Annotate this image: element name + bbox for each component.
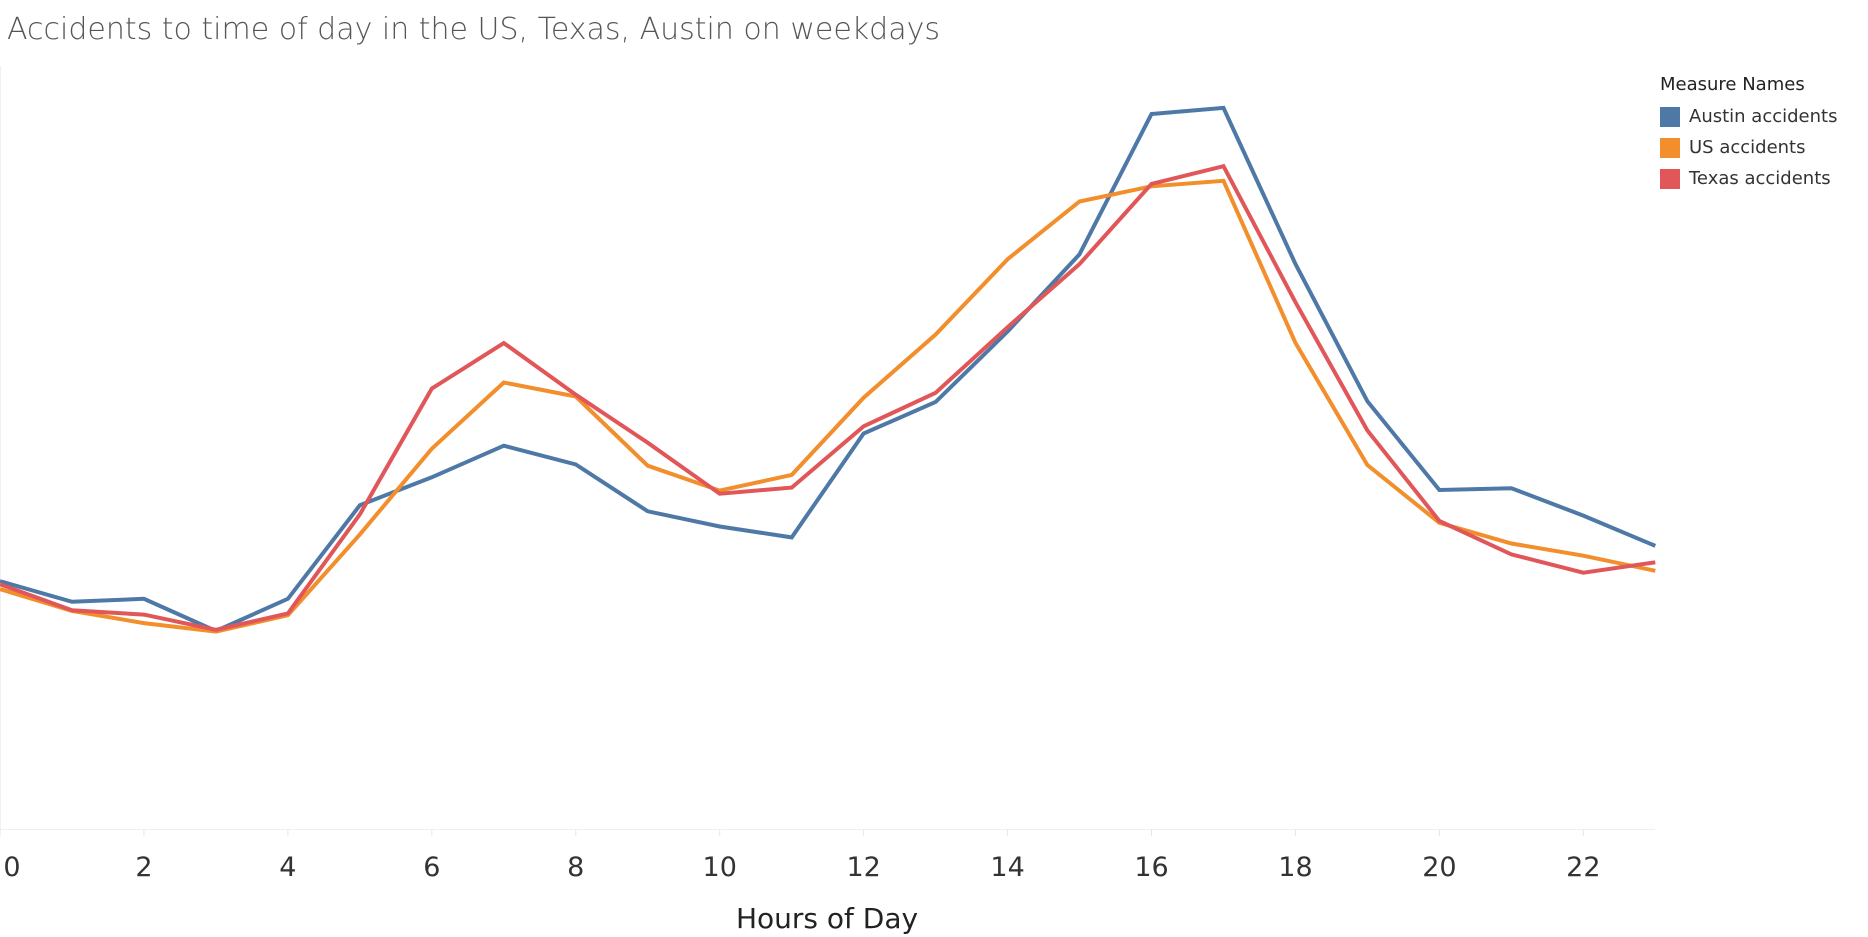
data-point[interactable] <box>354 528 366 540</box>
legend-item[interactable]: Texas accidents <box>1660 163 1860 194</box>
legend-title: Measure Names <box>1660 74 1805 95</box>
data-point[interactable] <box>1002 253 1014 265</box>
data-point[interactable] <box>210 624 222 636</box>
data-point[interactable] <box>642 437 654 449</box>
x-tick-label: 16 <box>1134 852 1168 883</box>
line-chart: 0 2 4 6 8 10 12 14 16 18 20 22 Hours of Day <box>0 66 1660 935</box>
data-point[interactable] <box>1505 548 1517 560</box>
data-point[interactable] <box>1577 550 1589 562</box>
series-lines <box>0 102 1660 636</box>
legend-items: Austin accidents US accidents Texas accide… <box>1660 101 1860 194</box>
x-tick-label: 22 <box>1566 852 1600 883</box>
data-point[interactable] <box>1074 196 1086 208</box>
x-tick-label: 10 <box>703 852 737 883</box>
plot-area <box>0 66 1655 830</box>
x-tick-label: 0 <box>3 852 20 883</box>
data-point[interactable] <box>498 377 510 389</box>
data-point[interactable] <box>354 508 366 520</box>
data-point[interactable] <box>282 607 294 619</box>
data-point[interactable] <box>786 482 798 494</box>
data-point[interactable] <box>1218 160 1230 172</box>
data-point[interactable] <box>642 505 654 517</box>
data-point[interactable] <box>1433 515 1445 527</box>
legend-label: Texas accidents <box>1689 168 1831 189</box>
series-line-us-accidents[interactable] <box>0 178 1656 634</box>
data-point[interactable] <box>1505 538 1517 550</box>
data-point[interactable] <box>1218 102 1230 114</box>
data-point[interactable] <box>426 443 438 455</box>
data-point[interactable] <box>498 440 510 452</box>
legend-swatch <box>1660 168 1680 189</box>
data-point[interactable] <box>1505 482 1517 494</box>
data-point[interactable] <box>282 593 294 605</box>
data-point[interactable] <box>66 604 78 616</box>
data-point[interactable] <box>426 471 438 483</box>
legend-item[interactable]: US accidents <box>1660 132 1860 163</box>
data-point[interactable] <box>786 469 798 481</box>
x-tick-label: 2 <box>135 852 152 883</box>
x-axis-ticks: 0 2 4 6 8 10 12 14 16 18 20 22 <box>0 830 1601 883</box>
data-point[interactable] <box>1361 425 1373 437</box>
data-point[interactable] <box>138 609 150 621</box>
series-line-austin-accidents[interactable] <box>0 105 1657 634</box>
data-point[interactable] <box>570 459 582 471</box>
data-point[interactable] <box>714 488 726 500</box>
x-axis-title: Hours of Day <box>736 902 918 935</box>
data-point[interactable] <box>1361 459 1373 471</box>
data-point[interactable] <box>426 383 438 395</box>
data-point[interactable] <box>1577 567 1589 579</box>
legend-item[interactable]: Austin accidents <box>1660 101 1860 132</box>
data-point[interactable] <box>1146 108 1158 120</box>
data-point[interactable] <box>930 329 942 341</box>
data-point[interactable] <box>858 392 870 404</box>
x-tick-label: 8 <box>567 852 584 883</box>
data-point[interactable] <box>1290 296 1302 308</box>
data-point[interactable] <box>714 521 726 533</box>
legend: Measure Names Austin accidents US acciden… <box>1660 74 1860 194</box>
data-point[interactable] <box>498 337 510 349</box>
x-tick-label: 4 <box>279 852 296 883</box>
x-tick-label: 14 <box>990 852 1024 883</box>
data-point[interactable] <box>1290 258 1302 270</box>
data-point[interactable] <box>138 593 150 605</box>
data-point[interactable] <box>1649 556 1660 568</box>
data-point[interactable] <box>1361 395 1373 407</box>
data-point[interactable] <box>1074 258 1086 270</box>
data-point[interactable] <box>858 420 870 432</box>
data-point[interactable] <box>786 531 798 543</box>
data-point[interactable] <box>1146 178 1158 190</box>
data-point[interactable] <box>1433 484 1445 496</box>
data-point[interactable] <box>1649 540 1660 552</box>
legend-swatch <box>1660 106 1680 127</box>
legend-label: US accidents <box>1689 137 1806 158</box>
x-tick-label: 20 <box>1422 852 1456 883</box>
x-tick-label: 6 <box>423 852 440 883</box>
series-line-texas-accidents[interactable] <box>0 163 1656 632</box>
data-point[interactable] <box>570 389 582 401</box>
chart-title: Accidents to time of day in the US, Texa… <box>7 12 940 47</box>
legend-label: Austin accidents <box>1689 106 1838 127</box>
data-point[interactable] <box>1290 337 1302 349</box>
legend-swatch <box>1660 137 1680 158</box>
data-point[interactable] <box>1002 321 1014 333</box>
data-point[interactable] <box>642 460 654 472</box>
x-tick-label: 12 <box>846 852 880 883</box>
data-point[interactable] <box>930 387 942 399</box>
data-point[interactable] <box>1577 510 1589 522</box>
x-tick-label: 18 <box>1278 852 1312 883</box>
